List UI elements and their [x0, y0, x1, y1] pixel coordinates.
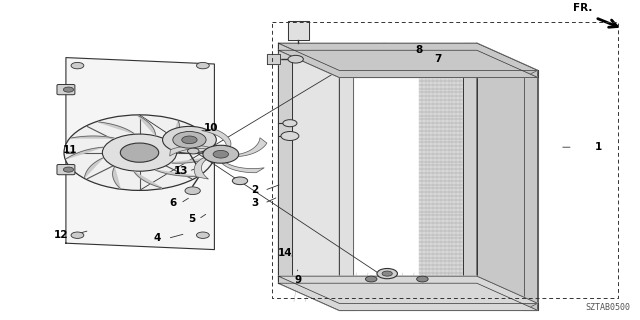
Polygon shape [339, 70, 353, 310]
Circle shape [63, 87, 74, 92]
Polygon shape [339, 303, 538, 310]
Text: 8: 8 [415, 44, 423, 55]
Text: 11: 11 [63, 145, 77, 156]
Polygon shape [202, 129, 231, 147]
Circle shape [182, 136, 197, 144]
Polygon shape [84, 158, 102, 178]
Circle shape [64, 115, 215, 190]
Polygon shape [194, 157, 209, 179]
Polygon shape [524, 70, 538, 310]
FancyBboxPatch shape [57, 84, 75, 95]
Polygon shape [463, 43, 477, 283]
Text: SZTAB0500: SZTAB0500 [586, 303, 630, 312]
Polygon shape [477, 43, 538, 310]
Polygon shape [278, 43, 292, 283]
Text: 7: 7 [435, 54, 442, 64]
Text: 9: 9 [294, 275, 301, 285]
Circle shape [163, 126, 216, 153]
Polygon shape [278, 283, 538, 310]
Polygon shape [172, 157, 213, 163]
Circle shape [283, 120, 297, 127]
Polygon shape [138, 116, 156, 135]
Text: 2: 2 [251, 185, 259, 196]
Polygon shape [419, 46, 477, 280]
Polygon shape [278, 43, 339, 310]
Polygon shape [67, 147, 102, 159]
Polygon shape [172, 121, 180, 142]
Polygon shape [339, 70, 538, 77]
Circle shape [377, 268, 397, 279]
Circle shape [120, 143, 159, 162]
Circle shape [71, 232, 84, 238]
Text: 14: 14 [278, 248, 292, 258]
Circle shape [185, 187, 200, 195]
Polygon shape [222, 163, 264, 173]
Text: 3: 3 [251, 198, 259, 208]
Text: 5: 5 [188, 214, 196, 224]
Polygon shape [463, 276, 538, 310]
Circle shape [63, 167, 74, 172]
Circle shape [232, 177, 248, 185]
Circle shape [288, 55, 303, 63]
Circle shape [213, 150, 228, 158]
Circle shape [196, 232, 209, 238]
Text: 1: 1 [595, 142, 602, 152]
Circle shape [188, 148, 199, 154]
Polygon shape [278, 43, 477, 50]
Circle shape [71, 62, 84, 69]
FancyBboxPatch shape [57, 164, 75, 175]
Polygon shape [463, 43, 538, 77]
Polygon shape [71, 136, 115, 138]
Circle shape [281, 132, 299, 140]
Circle shape [365, 276, 377, 282]
Text: 6: 6 [169, 198, 177, 208]
Polygon shape [113, 167, 120, 188]
Polygon shape [278, 276, 477, 283]
Text: 10: 10 [204, 123, 218, 133]
Polygon shape [178, 137, 206, 153]
Polygon shape [238, 138, 267, 156]
Text: FR.: FR. [573, 3, 592, 13]
Text: 4: 4 [153, 233, 161, 244]
Polygon shape [267, 54, 280, 64]
Circle shape [196, 62, 209, 69]
Text: 13: 13 [174, 166, 188, 176]
Polygon shape [156, 170, 196, 176]
Polygon shape [66, 58, 214, 250]
Circle shape [417, 276, 428, 282]
Text: 12: 12 [54, 230, 68, 240]
Circle shape [203, 145, 239, 163]
Circle shape [173, 132, 206, 148]
Polygon shape [278, 50, 538, 77]
Polygon shape [278, 43, 538, 70]
Polygon shape [170, 146, 209, 156]
Polygon shape [288, 21, 309, 40]
Polygon shape [278, 46, 333, 280]
Circle shape [102, 134, 177, 171]
Polygon shape [278, 276, 538, 303]
Circle shape [382, 271, 392, 276]
Polygon shape [134, 172, 162, 188]
Polygon shape [98, 122, 134, 134]
